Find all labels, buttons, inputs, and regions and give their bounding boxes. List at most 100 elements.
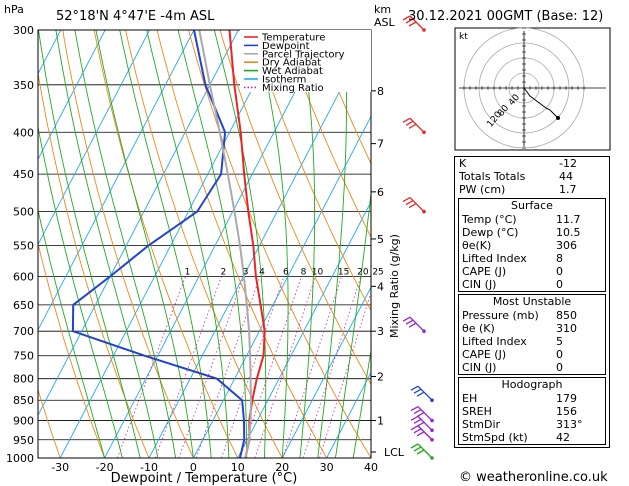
km-tick-label: 6 xyxy=(377,186,384,199)
temperature-tick-label: 30 xyxy=(320,461,334,474)
dry-adiabat-line xyxy=(156,30,327,458)
datetime-title: 30.12.2021 00GMT (Base: 12) xyxy=(408,9,603,24)
wind-barb xyxy=(410,443,434,460)
surface-key: Lifted Index xyxy=(462,252,527,265)
most-unstable-title: Most Unstable xyxy=(492,295,572,308)
pressure-tick-label: 550 xyxy=(13,239,34,252)
wet-adiabat-line xyxy=(119,30,212,458)
most-unstable-row: θe (K) 310 xyxy=(459,322,605,335)
pressure-tick-label: 350 xyxy=(13,79,34,92)
isotherm-line xyxy=(281,286,371,458)
asl-axis-label: ASL xyxy=(374,16,396,29)
hpa-axis-label: hPa xyxy=(4,3,24,16)
hodograph-stat-value: 42 xyxy=(556,431,570,444)
pressure-tick-label: 650 xyxy=(13,299,34,312)
mixing-ratio-tick-label: 10 xyxy=(312,267,324,277)
wet-adiabat-line xyxy=(255,30,289,458)
isotherm-line xyxy=(237,200,371,458)
surface-section: Surface Temp (°C) 11.7 Dewp (°C) 10.5 θe(K) 3… xyxy=(458,198,606,292)
most-unstable-key: θe (K) xyxy=(462,322,495,335)
hodograph-stat-row: SREH 156 xyxy=(459,405,605,418)
dry-adiabat-line xyxy=(219,30,371,386)
wind-barb xyxy=(402,197,426,214)
dry-adiabat-line xyxy=(38,241,106,458)
mixing-ratio-tick-label: 2 xyxy=(221,267,227,277)
surface-row: Temp (°C) 11.7 xyxy=(459,213,605,226)
wet-adiabat-line xyxy=(335,189,371,458)
most-unstable-row: Pressure (mb) 850 xyxy=(459,309,605,322)
wet-adiabat-line xyxy=(38,124,123,458)
legend-box xyxy=(240,30,371,92)
dry-adiabat-line xyxy=(282,30,371,239)
isotherm-line xyxy=(59,30,284,458)
index-value: 1.7 xyxy=(559,183,577,196)
mixing-ratio-tick-label: 3 xyxy=(243,267,249,277)
hodograph-stat-row: StmDir 313° xyxy=(459,418,605,431)
wind-barb xyxy=(410,385,434,403)
copyright-credit: © weatheronline.co.uk xyxy=(459,470,608,485)
surface-row: Lifted Index 8 xyxy=(459,252,605,265)
wet-adiabat-line xyxy=(146,30,230,458)
temperature-tick-label: -20 xyxy=(96,461,114,474)
dry-adiabat-line xyxy=(62,30,194,458)
wet-adiabat-line xyxy=(352,348,371,458)
surface-value: 0 xyxy=(556,278,563,291)
hodograph-stat-key: EH xyxy=(462,392,478,405)
most-unstable-key: Pressure (mb) xyxy=(462,309,539,322)
most-unstable-section: Most Unstable Pressure (mb) 850 θe (K) 310 L… xyxy=(458,294,606,375)
surface-row: θe(K) 306 xyxy=(459,239,605,252)
wind-barb xyxy=(402,15,426,32)
lcl-label: LCL xyxy=(384,446,405,459)
pressure-tick-label: 600 xyxy=(13,270,34,283)
km-axis-label: km xyxy=(374,3,391,16)
wet-adiabat-line xyxy=(299,30,316,458)
legend-item-label: Parcel Trajectory xyxy=(262,49,345,60)
pressure-tick-label: 1000 xyxy=(6,452,34,465)
isotherm-line xyxy=(193,115,371,458)
km-tick-label: 7 xyxy=(377,138,384,151)
temperature-tick-label: 20 xyxy=(275,461,289,474)
isotherm-line xyxy=(148,30,371,458)
km-tick-label: 4 xyxy=(377,280,384,293)
pressure-tick-label: 300 xyxy=(13,24,34,37)
wet-adiabat-line xyxy=(95,30,194,458)
hodograph-stat-key: StmDir xyxy=(462,418,501,431)
index-row: PW (cm) 1.7 xyxy=(455,183,609,196)
hodograph-end-point xyxy=(556,116,560,120)
mixing-ratio-line xyxy=(195,276,261,458)
surface-key: CIN (J) xyxy=(462,278,497,291)
mixing-ratio-tick-label: 8 xyxy=(301,267,307,277)
surface-key: θe(K) xyxy=(462,239,492,252)
surface-value: 11.7 xyxy=(556,213,581,226)
wind-barb xyxy=(410,405,434,423)
dry-adiabat-line xyxy=(38,70,150,458)
pressure-tick-label: 750 xyxy=(13,350,34,363)
most-unstable-key: CIN (J) xyxy=(462,361,497,374)
index-key: K xyxy=(459,157,467,170)
legend-item-label: Dry Adiabat xyxy=(262,58,321,69)
most-unstable-row: CAPE (J) 0 xyxy=(459,348,605,361)
pressure-tick-label: 950 xyxy=(13,434,34,447)
isotherm-line xyxy=(104,30,328,458)
most-unstable-value: 0 xyxy=(556,361,563,374)
mixing-ratio-tick-label: 20 xyxy=(357,267,369,277)
plot-frame xyxy=(37,29,372,459)
hodograph-stat-row: StmSpd (kt) 42 xyxy=(459,431,605,444)
hodograph-stats-section: Hodograph EH 179 SREH 156 StmDir 313° StmSpd (… xyxy=(458,377,606,445)
pressure-tick-label: 400 xyxy=(13,126,34,139)
temperature-tick-label: 10 xyxy=(231,461,245,474)
surface-title: Surface xyxy=(511,199,553,212)
most-unstable-key: Lifted Index xyxy=(462,335,527,348)
location-title: 52°18'N 4°47'E -4m ASL xyxy=(56,9,215,24)
surface-key: Temp (°C) xyxy=(462,213,517,226)
most-unstable-key: CAPE (J) xyxy=(462,348,507,361)
dewpoint-profile xyxy=(71,30,246,458)
surface-row: CIN (J) 0 xyxy=(459,278,605,291)
dry-adiabat-line xyxy=(188,30,371,458)
temperature-tick-label: 0 xyxy=(190,461,197,474)
temperature-tick-label: -30 xyxy=(51,461,69,474)
dry-adiabat-line xyxy=(251,30,371,312)
wind-barb xyxy=(402,117,426,135)
